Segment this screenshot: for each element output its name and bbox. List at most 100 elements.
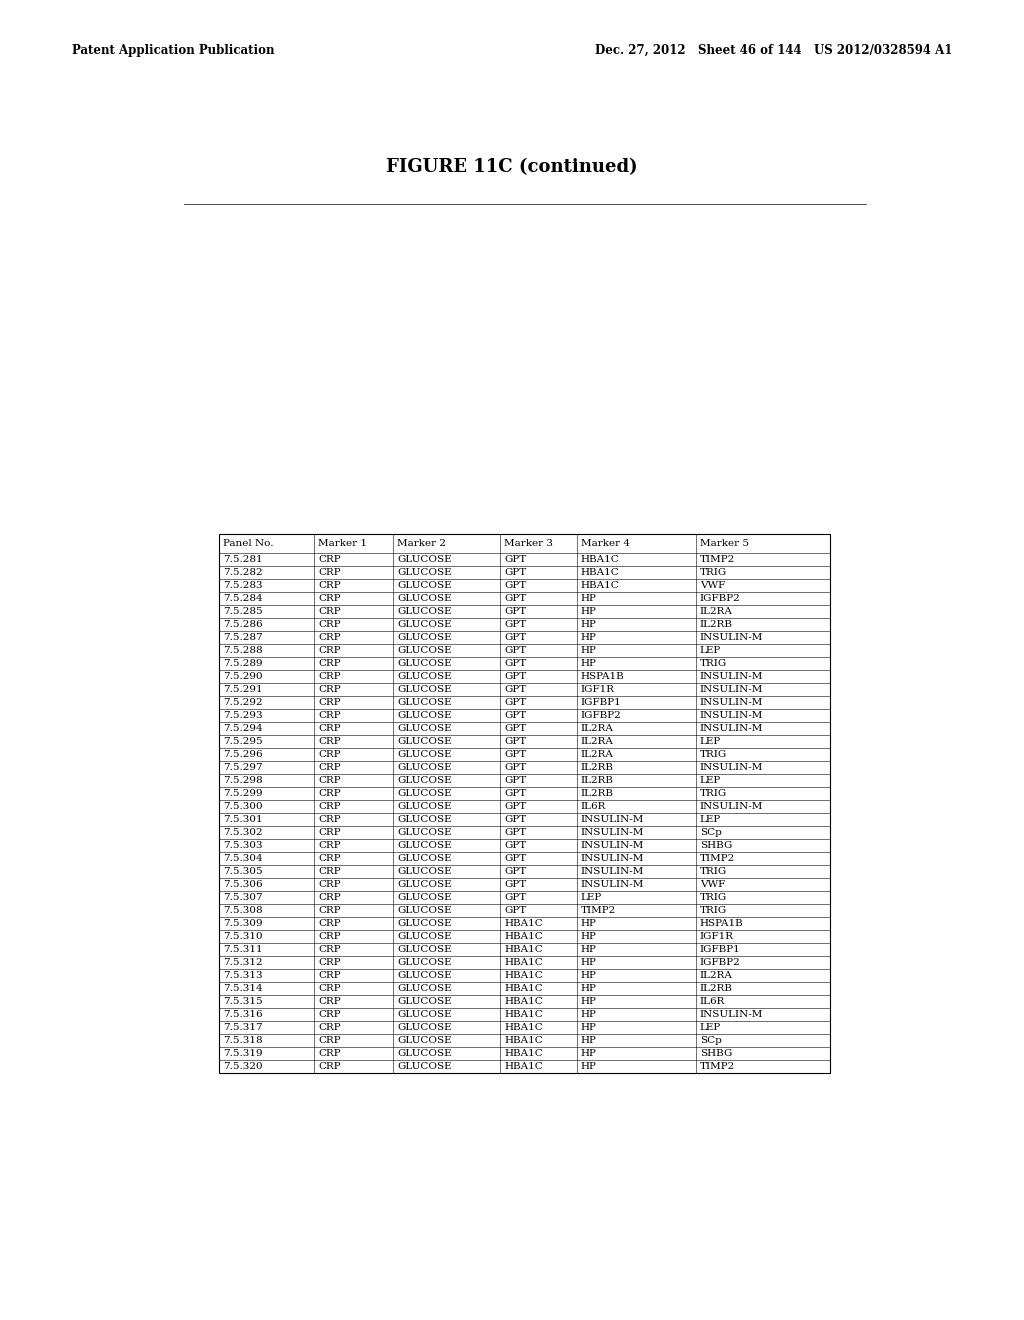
Text: GLUCOSE: GLUCOSE: [397, 1063, 452, 1071]
Text: HP: HP: [581, 1049, 597, 1059]
Text: HP: HP: [581, 1023, 597, 1032]
Text: HP: HP: [581, 632, 597, 642]
Text: GLUCOSE: GLUCOSE: [397, 1023, 452, 1032]
Text: GLUCOSE: GLUCOSE: [397, 906, 452, 915]
Text: Panel No.: Panel No.: [223, 539, 273, 548]
Text: CRP: CRP: [317, 632, 341, 642]
Text: GLUCOSE: GLUCOSE: [397, 958, 452, 968]
Text: VWF: VWF: [699, 880, 725, 888]
Text: IL2RB: IL2RB: [581, 789, 613, 799]
Text: GLUCOSE: GLUCOSE: [397, 985, 452, 993]
Text: INSULIN-M: INSULIN-M: [581, 814, 644, 824]
Text: VWF: VWF: [699, 581, 725, 590]
Text: LEP: LEP: [699, 1023, 721, 1032]
Text: INSULIN-M: INSULIN-M: [581, 828, 644, 837]
Text: TRIG: TRIG: [699, 789, 727, 799]
Text: GPT: GPT: [505, 763, 526, 772]
Text: GLUCOSE: GLUCOSE: [397, 607, 452, 616]
Text: CRP: CRP: [317, 711, 341, 719]
Text: 7.5.307: 7.5.307: [223, 894, 263, 902]
Text: GPT: GPT: [505, 698, 526, 708]
Text: GPT: GPT: [505, 711, 526, 719]
Text: TIMP2: TIMP2: [581, 906, 616, 915]
Text: 7.5.291: 7.5.291: [223, 685, 263, 694]
Text: HBA1C: HBA1C: [505, 997, 543, 1006]
Text: INSULIN-M: INSULIN-M: [699, 711, 763, 719]
Text: HBA1C: HBA1C: [505, 1010, 543, 1019]
Text: HP: HP: [581, 1010, 597, 1019]
Text: GLUCOSE: GLUCOSE: [397, 776, 452, 785]
Text: GPT: GPT: [505, 581, 526, 590]
Text: GPT: GPT: [505, 750, 526, 759]
Text: FIGURE 11C (continued): FIGURE 11C (continued): [386, 158, 638, 177]
Text: GLUCOSE: GLUCOSE: [397, 594, 452, 603]
Text: IL6R: IL6R: [581, 803, 606, 810]
Text: CRP: CRP: [317, 958, 341, 968]
Text: INSULIN-M: INSULIN-M: [699, 723, 763, 733]
Text: GPT: GPT: [505, 854, 526, 863]
Text: Dec. 27, 2012   Sheet 46 of 144   US 2012/0328594 A1: Dec. 27, 2012 Sheet 46 of 144 US 2012/03…: [595, 44, 952, 57]
Text: 7.5.299: 7.5.299: [223, 789, 263, 799]
Text: GPT: GPT: [505, 594, 526, 603]
Text: GPT: GPT: [505, 841, 526, 850]
Text: LEP: LEP: [581, 894, 602, 902]
Text: 7.5.310: 7.5.310: [223, 932, 263, 941]
Text: SCp: SCp: [699, 828, 722, 837]
Text: 7.5.302: 7.5.302: [223, 828, 263, 837]
Text: HP: HP: [581, 659, 597, 668]
Text: GLUCOSE: GLUCOSE: [397, 554, 452, 564]
Text: 7.5.286: 7.5.286: [223, 620, 263, 628]
Text: GLUCOSE: GLUCOSE: [397, 945, 452, 954]
Text: GLUCOSE: GLUCOSE: [397, 894, 452, 902]
Text: IL2RA: IL2RA: [581, 750, 613, 759]
Text: HBA1C: HBA1C: [505, 958, 543, 968]
Text: GLUCOSE: GLUCOSE: [397, 1036, 452, 1045]
Text: GPT: GPT: [505, 880, 526, 888]
Text: SHBG: SHBG: [699, 841, 732, 850]
Text: TIMP2: TIMP2: [699, 554, 735, 564]
Text: CRP: CRP: [317, 763, 341, 772]
Text: INSULIN-M: INSULIN-M: [699, 672, 763, 681]
Text: CRP: CRP: [317, 894, 341, 902]
Text: CRP: CRP: [317, 945, 341, 954]
Text: SHBG: SHBG: [699, 1049, 732, 1059]
Text: CRP: CRP: [317, 906, 341, 915]
Text: CRP: CRP: [317, 789, 341, 799]
Text: CRP: CRP: [317, 750, 341, 759]
Text: CRP: CRP: [317, 737, 341, 746]
Text: INSULIN-M: INSULIN-M: [699, 685, 763, 694]
Text: 7.5.305: 7.5.305: [223, 867, 263, 876]
Text: GPT: GPT: [505, 685, 526, 694]
Text: IL2RA: IL2RA: [699, 972, 733, 979]
Text: 7.5.309: 7.5.309: [223, 919, 263, 928]
Text: IL6R: IL6R: [699, 997, 725, 1006]
Text: CRP: CRP: [317, 803, 341, 810]
Text: GPT: GPT: [505, 789, 526, 799]
Text: HBA1C: HBA1C: [505, 945, 543, 954]
Text: GLUCOSE: GLUCOSE: [397, 620, 452, 628]
Text: Marker 4: Marker 4: [581, 539, 630, 548]
Text: HBA1C: HBA1C: [505, 1023, 543, 1032]
Text: 7.5.283: 7.5.283: [223, 581, 263, 590]
Text: 7.5.289: 7.5.289: [223, 659, 263, 668]
Text: HBA1C: HBA1C: [505, 1049, 543, 1059]
Text: TRIG: TRIG: [699, 894, 727, 902]
Text: CRP: CRP: [317, 554, 341, 564]
Text: CRP: CRP: [317, 659, 341, 668]
Text: HP: HP: [581, 1036, 597, 1045]
Text: TRIG: TRIG: [699, 867, 727, 876]
Text: HP: HP: [581, 1063, 597, 1071]
Text: HBA1C: HBA1C: [581, 568, 620, 577]
Text: 7.5.298: 7.5.298: [223, 776, 263, 785]
Text: IGFBP2: IGFBP2: [699, 594, 740, 603]
Text: GLUCOSE: GLUCOSE: [397, 919, 452, 928]
Text: INSULIN-M: INSULIN-M: [699, 698, 763, 708]
Text: GLUCOSE: GLUCOSE: [397, 737, 452, 746]
Text: CRP: CRP: [317, 672, 341, 681]
Text: GLUCOSE: GLUCOSE: [397, 698, 452, 708]
Text: CRP: CRP: [317, 985, 341, 993]
Text: IGFBP1: IGFBP1: [699, 945, 740, 954]
Text: GLUCOSE: GLUCOSE: [397, 685, 452, 694]
Text: HBA1C: HBA1C: [505, 972, 543, 979]
Text: 7.5.294: 7.5.294: [223, 723, 263, 733]
